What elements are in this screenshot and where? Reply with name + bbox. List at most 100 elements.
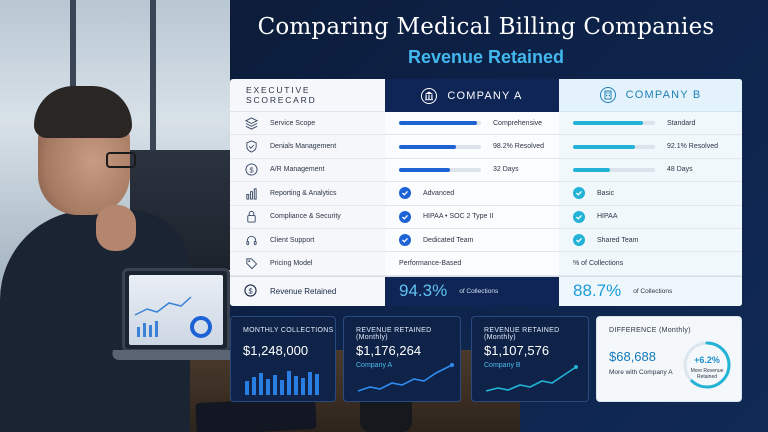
company-b-cell: % of Collections: [559, 252, 742, 276]
company-b-retained-note: of Collections: [633, 287, 673, 295]
company-a-cell: Comprehensive: [385, 112, 559, 136]
retained-label-cell: $ Revenue Retained: [230, 275, 385, 306]
cell-value: Dedicated Team: [423, 236, 474, 244]
notebook: [195, 396, 317, 432]
executive-scorecard: EXECUTIVE SCORECARD Service Scope Denials…: [230, 79, 742, 306]
shield-check-icon: [244, 140, 258, 154]
scorecard-row-label: Service Scope: [230, 112, 385, 136]
lock-icon: [244, 210, 258, 224]
score-bar-fill: [399, 121, 477, 126]
cell-value: 32 Days: [493, 166, 519, 174]
cell-value: Basic: [597, 189, 615, 197]
company-b-cell: Standard: [559, 112, 742, 136]
revenue-retained-a-card[interactable]: REVENUE RETAINED (Monthly) $1,176,264 Co…: [343, 316, 461, 402]
company-a-cell: Advanced: [385, 182, 559, 206]
cell-value: Comprehensive: [493, 119, 543, 127]
building-icon: [599, 87, 616, 103]
score-bar: [399, 144, 481, 149]
card-label: REVENUE RETAINED (Monthly): [484, 327, 560, 341]
company-a-cell: 32 Days: [385, 159, 559, 183]
cell-value: Shared Team: [597, 236, 639, 244]
score-bar-fill: [399, 144, 457, 149]
row-label-text: Denials Management: [270, 143, 337, 151]
cell-value: 92.1% Resolved: [667, 143, 718, 151]
dollar-circle-icon: $: [244, 163, 258, 177]
company-a-retained: 94.3% of Collections: [385, 275, 559, 306]
company-a-name: COMPANY A: [447, 89, 523, 102]
company-a-trend-line: [357, 363, 454, 392]
score-bar: [399, 121, 481, 126]
glasses: [106, 152, 136, 168]
cell-value: HIPAA • SOC 2 Type II: [423, 213, 494, 221]
card-value: $1,176,264: [356, 343, 422, 358]
scorecard-row-label: Reporting & Analytics: [230, 182, 385, 206]
difference-ring: [683, 341, 731, 389]
laptop-screen: [129, 275, 223, 345]
card-company: Company B: [484, 362, 521, 369]
company-a-cell: Performance-Based: [385, 252, 559, 276]
company-a-cell: 98.2% Resolved: [385, 135, 559, 159]
check-icon: [573, 187, 585, 200]
scorecard-label-column: EXECUTIVE SCORECARD Service Scope Denials…: [230, 79, 385, 306]
score-bar: [573, 167, 655, 172]
card-note: More with Company A: [609, 369, 673, 376]
card-value: $1,107,576: [484, 343, 550, 358]
company-a-retained-note: of Collections: [459, 287, 499, 295]
score-bar-fill: [573, 167, 610, 172]
card-label: MONTHLY COLLECTIONS: [243, 327, 334, 334]
check-icon: [573, 234, 585, 247]
check-icon: [399, 210, 411, 223]
score-bar-fill: [573, 121, 643, 126]
revenue-retained-b-card[interactable]: REVENUE RETAINED (Monthly) $1,107,576 Co…: [471, 316, 589, 402]
company-b-retained: 88.7% of Collections: [559, 275, 742, 306]
row-label-text: Reporting & Analytics: [270, 189, 337, 197]
company-b-header[interactable]: COMPANY B: [559, 79, 742, 112]
bank-icon: [421, 87, 438, 104]
difference-card[interactable]: DIFFERENCE (Monthly) $68,688 More with C…: [596, 316, 742, 402]
row-label-text: Pricing Model: [270, 260, 313, 268]
cell-value: 48 Days: [667, 166, 693, 174]
scorecard-row-label: $ A/R Management: [230, 159, 385, 183]
svg-text:$: $: [248, 287, 252, 296]
company-b-cell: HIPAA: [559, 206, 742, 229]
company-b-cell: 92.1% Resolved: [559, 135, 742, 159]
company-b-trend-line: [485, 365, 578, 392]
hand: [96, 205, 136, 251]
company-a-cell: HIPAA • SOC 2 Type II: [385, 206, 559, 229]
page-title: Comparing Medical Billing Companies: [257, 14, 715, 40]
person-hair: [34, 86, 132, 138]
cell-value: Advanced: [423, 189, 455, 197]
score-bar: [399, 167, 481, 172]
check-icon: [573, 210, 585, 223]
company-b-cell: Shared Team: [559, 229, 742, 253]
score-bar-fill: [399, 167, 450, 172]
score-bar-fill: [573, 144, 635, 149]
coffee-mug: [360, 398, 412, 432]
ring-label: More Revenue Retained: [690, 368, 724, 380]
laptop-base: [110, 350, 242, 360]
card-company: Company A: [356, 362, 393, 369]
company-a-retained-value: 94.3%: [399, 281, 448, 301]
company-b-retained-value: 88.7%: [573, 281, 622, 301]
cell-value: Performance-Based: [399, 260, 462, 268]
scorecard-row-label: Denials Management: [230, 135, 385, 159]
company-a-header[interactable]: COMPANY A: [385, 79, 559, 112]
monthly-collections-card[interactable]: MONTHLY COLLECTIONS $1,248,000: [230, 316, 336, 402]
page-subtitle: Revenue Retained: [407, 47, 565, 67]
cell-value: HIPAA: [597, 213, 618, 221]
card-label: REVENUE RETAINED (Monthly): [356, 327, 432, 341]
score-bar: [573, 144, 655, 149]
company-b-name: COMPANY B: [625, 89, 702, 101]
card-value: $68,688: [609, 349, 656, 364]
cell-value: Standard: [667, 119, 696, 127]
scorecard-header: EXECUTIVE SCORECARD: [230, 79, 385, 112]
cell-value: 98.2% Resolved: [493, 143, 544, 151]
card-label: DIFFERENCE (Monthly): [609, 327, 691, 334]
headset-icon: [244, 233, 258, 247]
bar-chart-icon: [244, 186, 258, 200]
tag-icon: [244, 257, 258, 271]
company-a-column: COMPANY A Comprehensive 98.2% Resolved 32 …: [385, 79, 559, 306]
company-a-cell: Dedicated Team: [385, 229, 559, 253]
laptop: [122, 268, 230, 352]
